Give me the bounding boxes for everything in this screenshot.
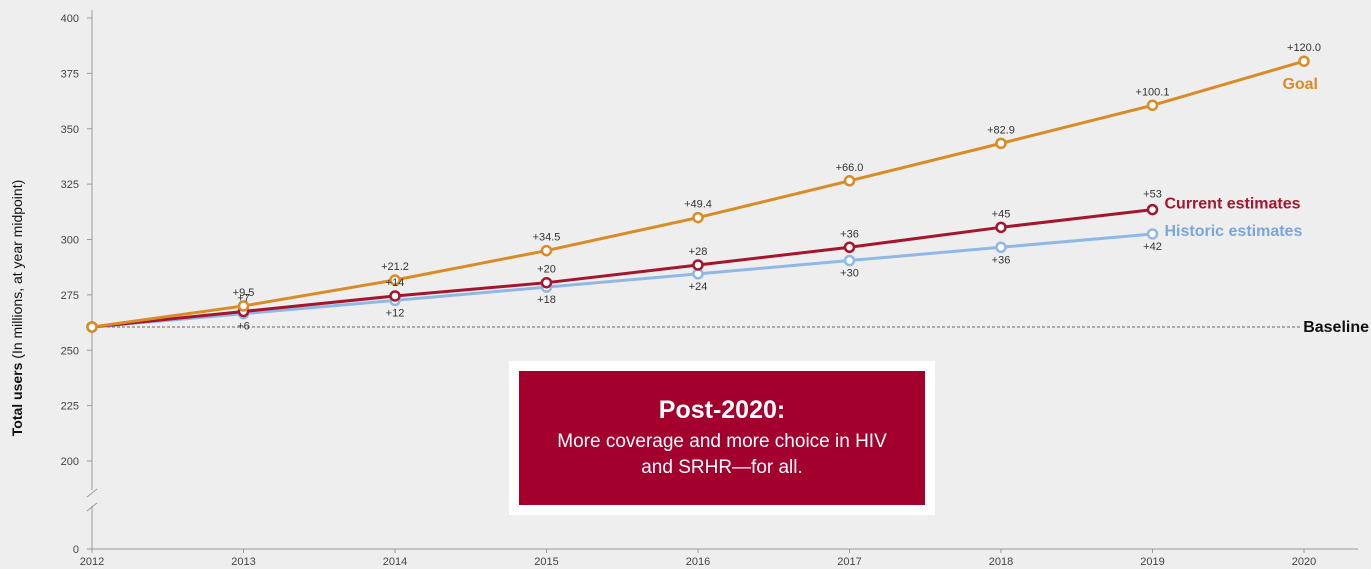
x-tick-label: 2016	[686, 556, 710, 568]
post-2020-callout: Post-2020: More coverage and more choice…	[509, 361, 935, 515]
data-label: +36	[992, 254, 1011, 266]
data-label: +12	[386, 307, 405, 319]
data-label: +14	[386, 277, 405, 289]
y-tick-label: 400	[61, 13, 79, 25]
data-label: +53	[1143, 189, 1162, 201]
y-tick-label: 300	[61, 235, 79, 247]
y-tick-label: 275	[61, 290, 79, 302]
data-label: +9.5	[233, 287, 255, 299]
data-label: +18	[537, 294, 556, 306]
data-label: +21.2	[381, 261, 409, 273]
baseline-group: Baseline	[92, 319, 1369, 336]
x-tick-label: 2020	[1292, 556, 1316, 568]
y-axis-label-bold: Total users	[9, 362, 25, 436]
data-label: +6	[237, 321, 250, 333]
data-point	[1298, 55, 1310, 67]
data-label: +100.1	[1136, 86, 1170, 98]
y-tick-label: 200	[61, 456, 79, 468]
data-label: +66.0	[836, 162, 864, 174]
series-name-current: Current estimates	[1165, 196, 1301, 213]
data-label: +45	[992, 208, 1011, 220]
axis-break-mark	[86, 502, 98, 512]
data-label: +82.9	[987, 124, 1015, 136]
y-tick-label: 350	[61, 124, 79, 136]
data-point	[1146, 203, 1159, 216]
series-line-2	[91, 232, 1153, 329]
data-label: +42	[1143, 241, 1162, 253]
x-tick-label: 2018	[989, 556, 1013, 568]
x-tick-label: 2013	[231, 556, 255, 568]
series-name-historic: Historic estimates	[1165, 223, 1303, 240]
baseline-label: Baseline	[1303, 319, 1369, 336]
y-tick-label: 325	[61, 179, 79, 191]
axis-break-mark	[86, 488, 98, 498]
x-tick-label: 2019	[1140, 556, 1164, 568]
callout-body: More coverage and more choice in HIV and…	[557, 430, 887, 478]
data-label: +28	[689, 246, 708, 258]
data-point	[692, 259, 704, 271]
data-point	[995, 241, 1007, 254]
series-line-1	[91, 208, 1153, 329]
data-label: +34.5	[533, 232, 561, 244]
data-label: +20	[537, 264, 556, 276]
y-axis-label-rest: (In millions, at year midpoint)	[9, 180, 25, 363]
data-label: +24	[689, 281, 708, 293]
series-name-goal: Goal	[1282, 76, 1318, 93]
data-label: +7	[237, 292, 250, 304]
data-point	[1146, 99, 1159, 112]
data-point	[843, 175, 856, 187]
series-group	[86, 55, 1310, 333]
data-point	[843, 254, 856, 267]
y-axis-label: Total users (In millions, at year midpoi…	[9, 180, 25, 437]
data-point	[237, 300, 250, 312]
y-tick-label: 225	[61, 401, 79, 413]
callout-box: Post-2020: More coverage and more choice…	[519, 371, 925, 505]
x-tick-label: 2012	[80, 556, 104, 568]
data-label: +49.4	[684, 199, 712, 211]
data-point	[540, 276, 553, 289]
data-point	[692, 211, 704, 224]
data-point	[1146, 228, 1159, 240]
data-point	[86, 321, 98, 333]
data-point	[389, 274, 401, 286]
x-tick-label: 2017	[837, 556, 861, 568]
x-tick-label: 2014	[383, 556, 407, 568]
data-point	[540, 244, 553, 257]
y-tick-label: 0	[73, 544, 79, 556]
data-label: +36	[840, 228, 859, 240]
point-labels: +9.5 +21.2 +34.5 +49.4 +66.0 +82.9 +100.1 +120.…	[233, 42, 1321, 333]
y-tick-label: 250	[61, 345, 79, 357]
y-tick-label: 375	[61, 68, 79, 80]
data-point	[995, 221, 1007, 234]
data-point	[995, 137, 1007, 150]
data-label: +30	[840, 268, 859, 280]
data-label: +120.0	[1287, 42, 1321, 54]
axes: 0 200 225 250 275 300 325 350 375 400 2012 2013 2014…	[61, 10, 1358, 568]
data-point	[843, 241, 856, 254]
data-point	[389, 290, 401, 302]
x-tick-label: 2015	[534, 556, 558, 568]
callout-title: Post-2020:	[658, 395, 786, 424]
